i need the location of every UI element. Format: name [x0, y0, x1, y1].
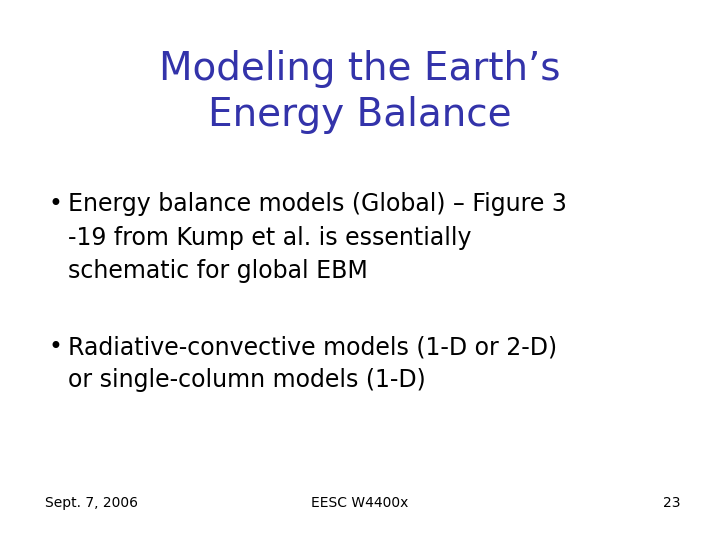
Text: Energy balance models (Global) – Figure 3
-19 from Kump et al. is essentially
sc: Energy balance models (Global) – Figure … — [68, 192, 567, 283]
Text: Sept. 7, 2006: Sept. 7, 2006 — [45, 496, 138, 510]
Text: Modeling the Earth’s
Energy Balance: Modeling the Earth’s Energy Balance — [159, 50, 561, 133]
Text: Radiative-convective models (1-D or 2-D)
or single-column models (1-D): Radiative-convective models (1-D or 2-D)… — [68, 335, 557, 393]
Text: EESC W4400x: EESC W4400x — [311, 496, 409, 510]
Text: •: • — [48, 335, 62, 359]
Text: •: • — [48, 192, 62, 216]
Text: 23: 23 — [662, 496, 680, 510]
